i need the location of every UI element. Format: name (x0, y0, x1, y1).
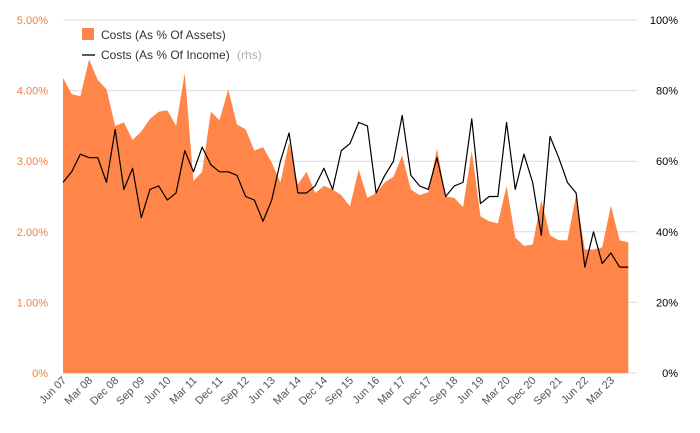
income-line-path (62, 114, 629, 268)
right-axis-tick-label: 0% (662, 368, 678, 380)
income-line-series (62, 114, 629, 268)
left-y-axis: 0% 1.00% 2.00% 3.00% 4.00% 5.00% (17, 15, 48, 380)
left-axis-tick-label: 5.00% (17, 15, 48, 27)
x-axis-tick-label: Sep 12 (219, 375, 252, 408)
x-axis-tick-label: Jun 10 (142, 375, 174, 407)
x-axis-tick-label: Dec 20 (506, 375, 539, 408)
x-axis-tick-label: Sep 21 (532, 375, 565, 408)
assets-area-series (63, 59, 629, 373)
x-axis-tick-label: Sep 09 (114, 375, 147, 408)
x-axis-tick-label: Dec 14 (297, 375, 330, 408)
right-axis-tick-label: 20% (656, 297, 678, 309)
left-axis-tick-label: 1.00% (17, 297, 48, 309)
legend-swatch-assets (82, 28, 94, 40)
x-axis-tick-label: Mar 23 (584, 375, 617, 408)
x-axis-tick-label: Sep 15 (323, 375, 356, 408)
assets-area-path (63, 59, 629, 373)
right-axis-tick-label: 60% (656, 156, 678, 168)
x-axis-tick-label: Dec 08 (88, 375, 121, 408)
x-axis-tick-label: Mar 11 (167, 375, 199, 407)
left-axis-tick-label: 0% (32, 368, 48, 380)
left-axis-tick-label: 2.00% (17, 227, 48, 239)
left-axis-tick-label: 3.00% (17, 156, 48, 168)
x-axis-tick-label: Dec 17 (401, 375, 434, 408)
legend: Costs (As % Of Assets) Costs (As % Of In… (82, 28, 262, 62)
legend-label-assets: Costs (As % Of Assets) (101, 28, 226, 42)
left-axis-tick-label: 4.00% (17, 86, 48, 98)
legend-label-income: Costs (As % Of Income) (rhs) (101, 48, 262, 62)
legend-label-income-suffix: (rhs) (237, 48, 262, 62)
right-axis-tick-label: 40% (656, 227, 678, 239)
right-axis-tick-label: 100% (650, 15, 678, 27)
right-axis-tick-label: 80% (656, 86, 678, 98)
legend-label-income-name: Costs (As % Of Income) (101, 48, 230, 62)
x-axis-tick-label: Sep 18 (427, 375, 460, 408)
right-y-axis: 0% 20% 40% 60% 80% 100% (650, 15, 678, 380)
